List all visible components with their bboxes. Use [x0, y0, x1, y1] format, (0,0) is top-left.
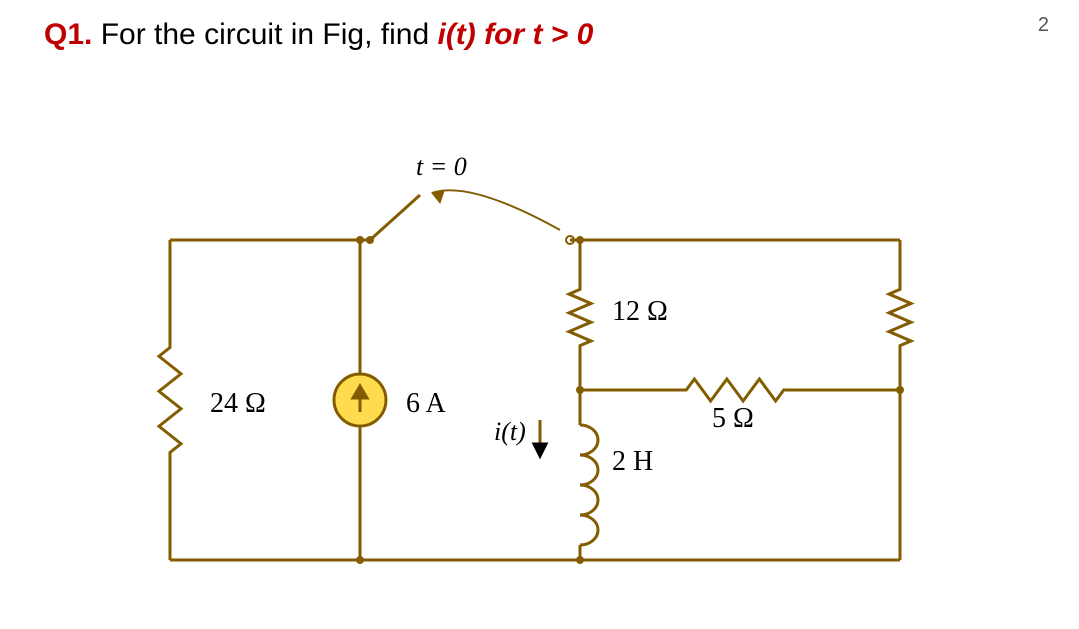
circuit-diagram: t = 024 Ω6 A12 Ω8 Ω5 Ω2 Hi(t) [110, 130, 930, 580]
label-it: i(t) [494, 417, 526, 446]
question-line: Q1. For the circuit in Fig, find i(t) fo… [44, 18, 593, 52]
label-r5: 5 Ω [712, 403, 754, 434]
label-t0: t = 0 [416, 152, 467, 181]
page-number: 2 [1038, 14, 1049, 37]
question-text: For the circuit in Fig, find [92, 18, 437, 51]
label-r12: 12 Ω [612, 296, 668, 327]
label-l2h: 2 H [612, 446, 653, 477]
question-number: Q1. [44, 18, 92, 51]
label-r24: 24 Ω [210, 388, 266, 419]
circuit-svg: t = 024 Ω6 A12 Ω8 Ω5 Ω2 Hi(t) [110, 130, 930, 580]
label-i6a: 6 A [406, 388, 446, 419]
question-emph: i(t) for t > 0 [437, 18, 593, 51]
